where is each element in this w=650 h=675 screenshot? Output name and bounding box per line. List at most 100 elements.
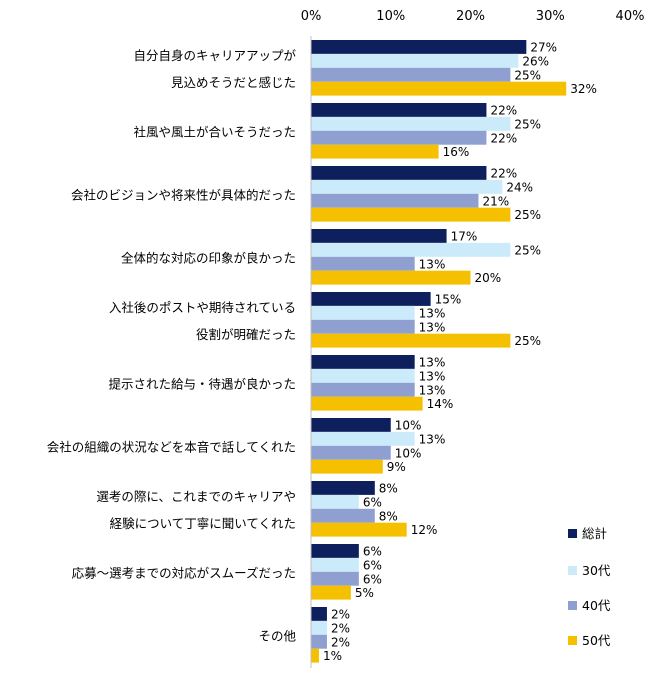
bar-総計 bbox=[311, 229, 447, 243]
legend-swatch bbox=[568, 601, 577, 610]
data-label: 6% bbox=[363, 544, 382, 558]
bar-50代 bbox=[311, 459, 383, 474]
data-label: 16% bbox=[443, 145, 470, 159]
category-label: 応募～選考までの対応がスムーズだった bbox=[72, 566, 296, 581]
data-label: 15% bbox=[435, 292, 462, 306]
category-label: 経験について丁寧に聞いてくれた bbox=[110, 516, 296, 531]
data-label: 25% bbox=[514, 243, 541, 257]
data-label: 6% bbox=[363, 495, 382, 509]
data-label: 6% bbox=[363, 572, 382, 586]
data-label: 21% bbox=[482, 194, 509, 208]
category-label: 役割が明確だった bbox=[196, 327, 296, 342]
x-tick-label: 0% bbox=[301, 9, 322, 24]
legend-label: 30代 bbox=[582, 563, 611, 578]
bar-30代 bbox=[311, 431, 415, 446]
data-label: 9% bbox=[387, 460, 406, 474]
category-label: 全体的な対応の印象が良かった bbox=[121, 251, 296, 266]
bar-総計 bbox=[311, 103, 487, 117]
bar-30代 bbox=[311, 305, 415, 320]
data-label: 2% bbox=[331, 621, 350, 635]
bar-40代 bbox=[311, 130, 487, 145]
data-label: 10% bbox=[395, 418, 422, 432]
bar-50代 bbox=[311, 81, 567, 96]
category-label: 見込めそうだと感じた bbox=[171, 75, 296, 90]
data-label: 10% bbox=[395, 446, 422, 460]
data-label: 13% bbox=[419, 306, 446, 320]
bar-40代 bbox=[311, 382, 415, 397]
bar-50代 bbox=[311, 270, 471, 285]
bar-総計 bbox=[311, 40, 527, 54]
legend-swatch bbox=[568, 566, 577, 575]
data-label: 25% bbox=[514, 334, 541, 348]
category-label: 入社後のポストや期待されている bbox=[109, 300, 296, 315]
bar-総計 bbox=[311, 607, 327, 621]
bar-40代 bbox=[311, 67, 511, 82]
data-label: 13% bbox=[419, 369, 446, 383]
data-label: 26% bbox=[522, 54, 549, 68]
data-label: 13% bbox=[419, 320, 446, 334]
data-label: 24% bbox=[506, 180, 533, 194]
bar-50代 bbox=[311, 207, 511, 222]
bar-40代 bbox=[311, 256, 415, 271]
category-label: 社風や風土が合いそうだった bbox=[133, 125, 296, 140]
data-label: 27% bbox=[530, 40, 557, 54]
legend-label: 40代 bbox=[582, 598, 611, 613]
bar-50代 bbox=[311, 522, 407, 537]
bar-50代 bbox=[311, 333, 511, 348]
x-tick-label: 20% bbox=[456, 9, 485, 24]
bar-50代 bbox=[311, 585, 351, 600]
bar-40代 bbox=[311, 445, 391, 460]
bar-30代 bbox=[311, 620, 327, 635]
data-label: 2% bbox=[331, 607, 350, 621]
bar-30代 bbox=[311, 53, 519, 68]
bar-総計 bbox=[311, 544, 359, 558]
category-label: 会社のビジョンや将来性が具体的だった bbox=[71, 188, 296, 203]
bar-総計 bbox=[311, 355, 415, 369]
bar-50代 bbox=[311, 144, 439, 159]
bar-30代 bbox=[311, 179, 503, 194]
data-label: 5% bbox=[355, 586, 374, 600]
bar-30代 bbox=[311, 368, 415, 383]
bar-40代 bbox=[311, 319, 415, 334]
legend-label: 総計 bbox=[582, 526, 607, 541]
category-label: 自分自身のキャリアアップが bbox=[133, 48, 296, 63]
bar-40代 bbox=[311, 193, 479, 208]
data-label: 2% bbox=[331, 635, 350, 649]
data-label: 20% bbox=[475, 271, 502, 285]
category-label: 会社の組織の状況などを本音で話してくれた bbox=[47, 440, 296, 455]
bar-総計 bbox=[311, 418, 391, 432]
bar-50代 bbox=[311, 396, 423, 411]
bar-40代 bbox=[311, 571, 359, 586]
data-label: 12% bbox=[411, 523, 438, 537]
bar-総計 bbox=[311, 166, 487, 180]
data-label: 22% bbox=[490, 166, 517, 180]
data-label: 17% bbox=[451, 229, 478, 243]
data-label: 32% bbox=[570, 82, 597, 96]
data-label: 25% bbox=[514, 117, 541, 131]
legend-label: 50代 bbox=[582, 633, 611, 648]
legend-swatch bbox=[568, 529, 577, 538]
bar-30代 bbox=[311, 116, 511, 131]
bar-総計 bbox=[311, 292, 431, 306]
x-tick-label: 40% bbox=[616, 9, 645, 24]
category-label: 提示された給与・待遇が良かった bbox=[108, 377, 296, 392]
data-label: 22% bbox=[490, 131, 517, 145]
data-label: 13% bbox=[419, 383, 446, 397]
data-label: 25% bbox=[514, 68, 541, 82]
data-label: 1% bbox=[323, 649, 342, 663]
data-label: 25% bbox=[514, 208, 541, 222]
x-tick-label: 30% bbox=[536, 9, 565, 24]
data-label: 14% bbox=[427, 397, 454, 411]
bar-30代 bbox=[311, 557, 359, 572]
bar-40代 bbox=[311, 508, 375, 523]
data-label: 8% bbox=[379, 509, 398, 523]
category-label: その他 bbox=[258, 629, 296, 644]
category-label: 選考の際に、これまでのキャリアや bbox=[96, 489, 296, 504]
data-label: 6% bbox=[363, 558, 382, 572]
x-tick-label: 10% bbox=[376, 9, 405, 24]
data-label: 13% bbox=[419, 355, 446, 369]
legend-swatch bbox=[568, 636, 577, 645]
bar-30代 bbox=[311, 242, 511, 257]
data-label: 13% bbox=[419, 432, 446, 446]
